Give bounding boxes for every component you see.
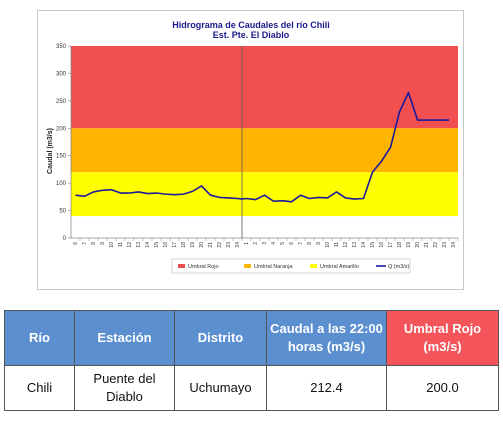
header-estacion: Estación [74,310,175,366]
y-tick-label: 150 [56,154,67,160]
x-tick-label: 21 [208,242,214,248]
x-tick-label: 22 [217,242,223,248]
y-tick-label: 100 [56,181,67,187]
x-tick-label: 15 [154,242,160,248]
legend-swatch [178,264,185,268]
x-tick-label: 3 [262,242,268,245]
cell-distrito: Uchumayo [174,365,267,411]
cell-caudal: 212.4 [266,365,387,411]
threshold-band-2 [71,172,458,217]
header-caudal: Caudal a las 22:00 horas (m3/s) [266,310,387,366]
x-tick-label: 20 [415,242,421,248]
cell-umbral-rojo: 200.0 [386,365,499,411]
x-tick-label: 20 [199,242,205,248]
threshold-band-1 [71,128,458,173]
x-tick-label: 9 [316,242,322,245]
x-tick-label: 10 [325,242,331,248]
flow-table: Río Estación Distrito Caudal a las 22:00… [4,310,499,411]
y-tick-label: 200 [56,126,67,132]
cell-estacion: Puente del Diablo [74,365,175,411]
x-tick-label: 14 [145,242,151,248]
x-tick-label: 11 [118,242,124,247]
x-tick-label: 13 [136,242,142,248]
y-tick-label: 300 [56,71,67,77]
chart-frame: Hidrograma de Caudales del río Chili Est… [37,10,464,290]
y-tick-label: 50 [59,209,66,215]
x-tick-label: 18 [397,242,403,248]
y-tick-label: 250 [56,99,67,105]
y-tick-label: 0 [63,236,67,242]
x-tick-label: 19 [190,242,196,248]
x-tick-label: 8 [91,242,97,245]
x-tick-label: 14 [361,242,367,248]
threshold-band-0 [71,46,458,129]
x-tick-label: 19 [406,242,412,248]
x-tick-label: 22 [433,242,439,248]
x-tick-label: 24 [451,242,457,248]
x-tick-label: 9 [100,242,106,245]
x-tick-label: 8 [307,242,313,245]
chart-title: Hidrograma de Caudales del río Chili [172,20,330,30]
x-tick-label: 12 [343,242,349,248]
threshold-bands [71,46,458,217]
series-line-0 [75,91,449,203]
legend-label: Umbral Rojo [188,264,219,270]
cell-rio: Chili [4,365,75,411]
x-tick-label: 21 [424,242,430,248]
x-tick-label: 18 [181,242,187,248]
table-header-row: Río Estación Distrito Caudal a las 22:00… [4,310,499,366]
legend-label: Umbral Amarillo [320,264,359,270]
y-tick-label: 350 [56,44,67,50]
x-tick-label: 12 [127,242,133,248]
chart-series [75,91,449,203]
x-tick-label: 7 [298,242,304,245]
legend-swatch [310,264,317,268]
chart-legend: Umbral Rojo Umbral Naranja Umbral Amarillo… [171,258,411,274]
x-tick-label: 13 [352,242,358,248]
table-row: Chili Puente del Diablo Uchumayo 212.4 2… [4,365,499,411]
x-tick-label: 6 [73,242,79,245]
x-tick-label: 16 [163,242,169,248]
header-distrito: Distrito [174,310,267,366]
y-axis-label: Caudal (m3/s) [47,128,54,174]
x-tick-label: 6 [289,242,295,245]
legend-label: Umbral Naranja [254,264,293,270]
x-tick-label: 4 [271,242,277,245]
legend-box [171,258,411,274]
legend-label: Q (m3/s) [388,264,410,270]
x-tick-label: 23 [226,242,232,248]
x-tick-label: 1 [244,242,250,245]
x-tick-label: 17 [388,242,394,248]
x-tick-label: 5 [280,242,286,245]
header-rio: Río [4,310,75,366]
header-umbral-rojo: Umbral Rojo (m3/s) [386,310,499,366]
x-tick-label: 15 [370,242,376,248]
legend-swatch [244,264,251,268]
x-tick-label: 11 [334,242,340,247]
chart-subtitle: Est. Pte. El Diablo [213,30,290,40]
x-tick-label: 24 [235,242,241,248]
x-tick-label: 17 [172,242,178,248]
hydrograph-chart: Hidrograma de Caudales del río Chili Est… [47,20,459,274]
x-tick-label: 7 [82,242,88,245]
x-tick-label: 2 [253,242,259,245]
x-tick-label: 16 [379,242,385,248]
x-tick-label: 10 [109,242,115,248]
x-tick-label: 23 [442,242,448,248]
